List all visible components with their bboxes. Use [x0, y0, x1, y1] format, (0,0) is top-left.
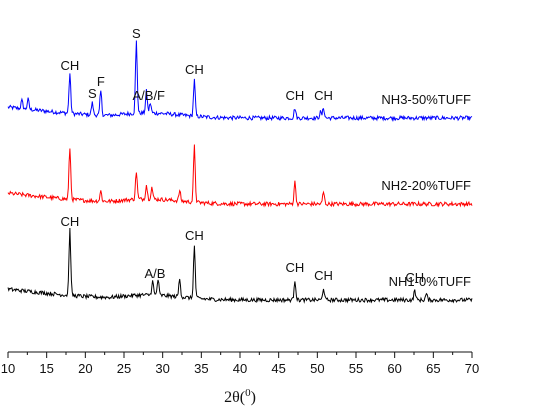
x-tick-label: 30: [155, 361, 169, 376]
legend-layer: NH3-50%TUFF NH2-20%TUFF NH1-0%TUFF: [381, 92, 471, 289]
series-label: NH1-0%TUFF: [389, 274, 471, 289]
x-tick-label: 50: [310, 361, 324, 376]
x-tick-label: 15: [39, 361, 53, 376]
series-line-nh2-20-tuff: [7, 144, 473, 208]
x-tick-label: 70: [465, 361, 479, 376]
peak-annotation: CH: [405, 270, 424, 285]
peak-annotation: A/B/F: [132, 88, 165, 103]
x-tick-label: 20: [78, 361, 92, 376]
x-tick-label: 40: [233, 361, 247, 376]
series-label: NH2-20%TUFF: [381, 178, 471, 193]
x-tick-label: 25: [117, 361, 131, 376]
x-axis-ticks: 10 15 20 25 30 35 40 45 50 55 60 65 70: [1, 352, 479, 376]
x-tick-label: 45: [271, 361, 285, 376]
x-axis-title: 2θ(0): [224, 387, 256, 406]
peak-annotation: CH: [185, 62, 204, 77]
peak-annotation: F: [97, 74, 105, 89]
x-axis-title-superscript: 0: [245, 387, 251, 399]
x-tick-label: 10: [1, 361, 15, 376]
x-tick-label: 60: [387, 361, 401, 376]
peak-annotation: S: [88, 86, 97, 101]
peak-annotation: S: [132, 26, 141, 41]
x-tick-label: 65: [426, 361, 440, 376]
peak-annotation: CH: [314, 268, 333, 283]
series-line-nh1-0-tuff: [7, 227, 473, 304]
x-tick-label: 35: [194, 361, 208, 376]
x-axis-title-close: ): [251, 389, 256, 406]
peak-annotation: CH: [60, 58, 79, 73]
series-label: NH3-50%TUFF: [381, 92, 471, 107]
series-line-nh3-50-tuff: [7, 40, 473, 122]
peak-annotation: A/B: [144, 266, 165, 281]
peak-annotation: CH: [185, 228, 204, 243]
peak-annotation: CH: [286, 88, 305, 103]
series-layer: [7, 40, 473, 304]
peak-annotation: CH: [286, 260, 305, 275]
peak-annotation: CH: [60, 214, 79, 229]
peak-annotation: CH: [314, 88, 333, 103]
x-tick-label: 55: [349, 361, 363, 376]
x-axis-title-main: 2θ(: [224, 389, 245, 406]
